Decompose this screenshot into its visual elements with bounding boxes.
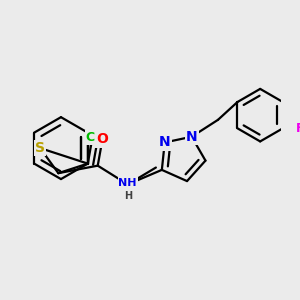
Text: NH: NH xyxy=(118,178,137,188)
Text: O: O xyxy=(97,132,108,146)
Text: Cl: Cl xyxy=(86,131,99,144)
Text: F: F xyxy=(296,122,300,135)
Text: H: H xyxy=(124,191,132,201)
Text: N: N xyxy=(159,136,170,149)
Text: N: N xyxy=(186,130,197,144)
Text: S: S xyxy=(35,141,45,155)
